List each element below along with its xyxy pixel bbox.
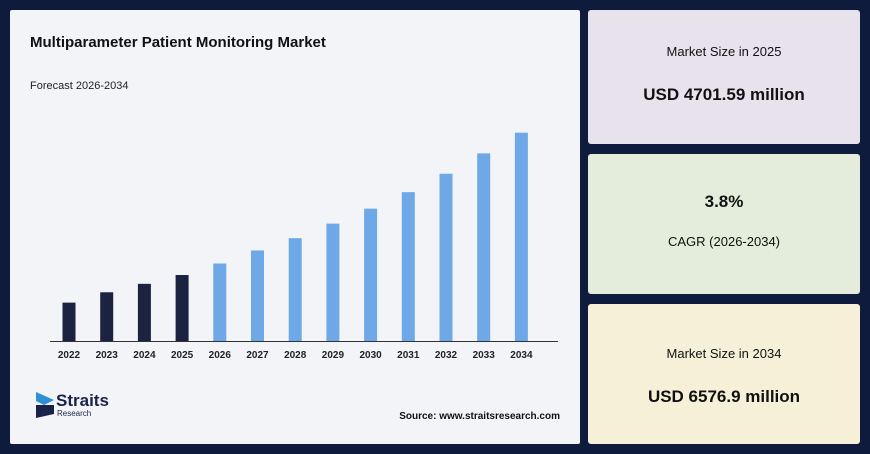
- logo-tagline: Research: [57, 409, 92, 418]
- logo-mark-icon: [36, 392, 54, 418]
- bar-2032: [439, 173, 453, 341]
- chart-subtitle: Forecast 2026-2034: [30, 80, 129, 92]
- x-tick-label: 2025: [171, 350, 194, 361]
- chart-panel: Multiparameter Patient Monitoring Market…: [10, 10, 580, 444]
- chart-title: Multiparameter Patient Monitoring Market: [30, 34, 326, 51]
- bar-2027: [251, 250, 264, 341]
- x-tick-label: 2031: [397, 350, 420, 361]
- market-size-2025-card: Market Size in 2025 USD 4701.59 million: [588, 10, 860, 144]
- cagr-card: 3.8% CAGR (2026-2034): [588, 154, 860, 294]
- bar-2034: [514, 132, 528, 341]
- bar-2024: [137, 283, 151, 341]
- bar-chart: 2022 2023 2024 2025 2026 2027 2028 2029 2030 2031…: [50, 132, 558, 361]
- x-tick-label: 2029: [322, 350, 345, 361]
- bar-2029: [326, 223, 340, 341]
- x-tick-label: 2028: [284, 350, 307, 361]
- bar-2023: [100, 292, 114, 341]
- bar-2028: [288, 238, 302, 341]
- bar-2033: [477, 153, 491, 341]
- x-tick-label: 2022: [58, 350, 81, 361]
- logo-name: Straits: [56, 391, 109, 410]
- x-tick-label: 2032: [435, 350, 458, 361]
- x-tick-label: 2030: [359, 350, 382, 361]
- card-value: USD 4701.59 million: [643, 85, 805, 104]
- bar-2022: [62, 302, 76, 341]
- x-tick-label: 2026: [209, 350, 232, 361]
- card-label: Market Size in 2034: [666, 346, 782, 361]
- card-label: CAGR (2026-2034): [668, 234, 780, 249]
- card-value: USD 6576.9 million: [647, 387, 801, 406]
- source-text: Source: www.straitsresearch.com: [399, 411, 560, 422]
- card-value: 3.8%: [704, 192, 744, 211]
- market-size-2034-card: Market Size in 2034 USD 6576.9 million: [588, 304, 860, 444]
- bar-2031: [401, 192, 415, 341]
- x-tick-label: 2024: [133, 350, 156, 361]
- bar-2025: [175, 275, 189, 341]
- bar-2026: [213, 263, 227, 341]
- x-tick-label: 2033: [473, 350, 496, 361]
- x-tick-label: 2027: [246, 350, 269, 361]
- straits-logo: Straits Research: [36, 390, 146, 430]
- x-tick-label: 2034: [510, 350, 533, 361]
- bar-2030: [364, 208, 378, 341]
- card-label: Market Size in 2025: [666, 44, 782, 59]
- x-tick-label: 2023: [96, 350, 119, 361]
